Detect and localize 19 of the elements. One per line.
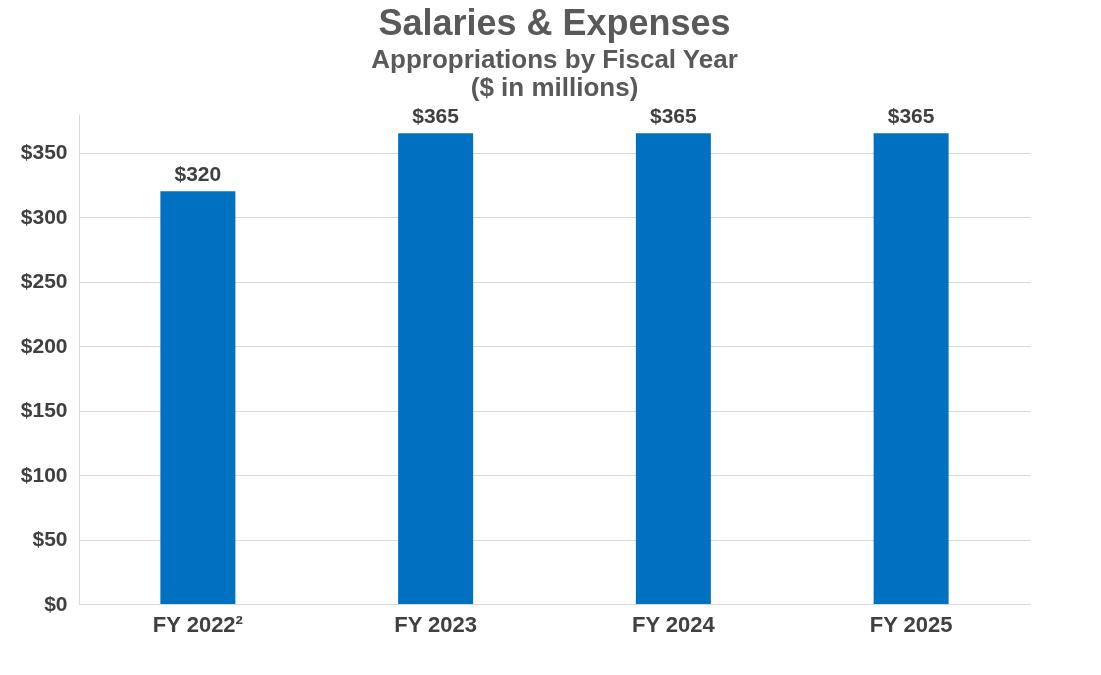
data-label: $365 — [887, 104, 935, 128]
y-tick-label: $200 — [20, 333, 68, 357]
x-tick-label: FY 2022² — [152, 611, 243, 637]
y-tick-label: $350 — [20, 140, 68, 164]
y-tick-label: $300 — [20, 204, 68, 228]
y-tick-label: $50 — [32, 527, 68, 551]
y-tick-label: $150 — [20, 398, 68, 422]
data-label: $320 — [174, 162, 222, 186]
y-tick-label: $250 — [20, 269, 68, 293]
x-tick-label: FY 2023 — [394, 611, 478, 637]
y-tick-label: $100 — [20, 462, 68, 486]
chart-title: Salaries & Expenses — [378, 2, 731, 44]
x-tick-label: FY 2025 — [869, 611, 953, 637]
x-tick-label: FY 2024 — [631, 611, 716, 637]
data-label: $365 — [650, 104, 698, 128]
chart-subtitle: Appropriations by Fiscal Year — [371, 44, 738, 75]
text: ($ in millions) — [470, 72, 639, 103]
y-tick-label: $0 — [44, 591, 68, 615]
data-label: $365 — [412, 104, 460, 128]
